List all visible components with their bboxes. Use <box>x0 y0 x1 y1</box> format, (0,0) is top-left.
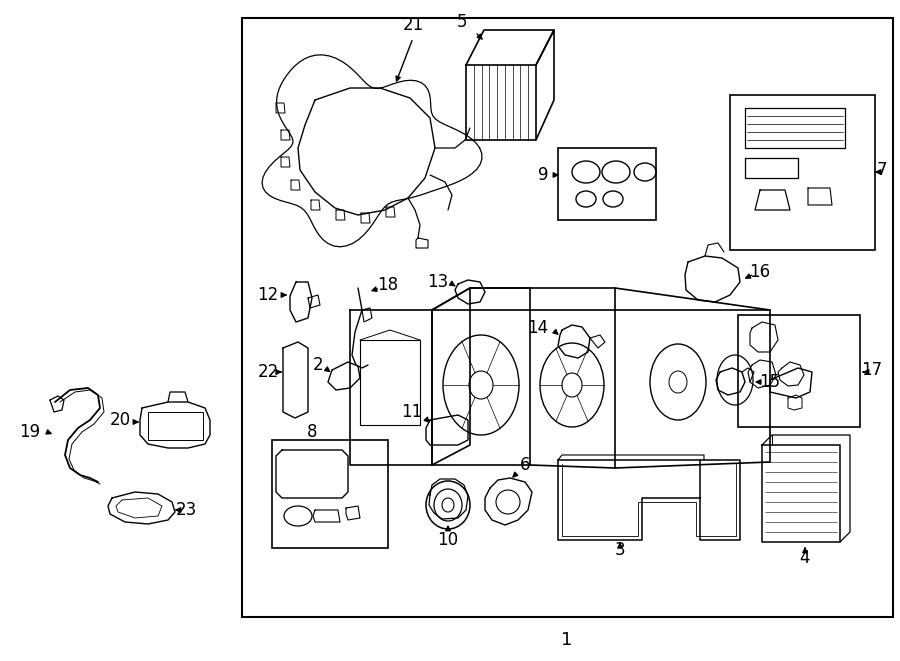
Text: 8: 8 <box>307 423 317 441</box>
Text: 11: 11 <box>401 403 423 421</box>
Text: 2: 2 <box>312 356 323 374</box>
Text: 22: 22 <box>257 363 279 381</box>
Text: 3: 3 <box>615 541 626 559</box>
Text: 21: 21 <box>402 16 424 34</box>
Text: 7: 7 <box>877 161 887 179</box>
Text: 18: 18 <box>377 276 399 294</box>
Text: 13: 13 <box>428 273 448 291</box>
Text: 4: 4 <box>800 549 810 567</box>
Text: 10: 10 <box>437 531 459 549</box>
Text: 17: 17 <box>861 361 883 379</box>
Text: 16: 16 <box>750 263 770 281</box>
Text: 20: 20 <box>110 411 130 429</box>
Bar <box>730 95 875 250</box>
Bar <box>148 412 203 440</box>
Bar <box>738 315 860 427</box>
Text: 1: 1 <box>562 631 572 649</box>
Text: 19: 19 <box>20 423 40 441</box>
Bar <box>272 440 388 548</box>
Text: 9: 9 <box>538 166 548 184</box>
Text: 5: 5 <box>456 13 467 31</box>
Bar <box>242 18 893 617</box>
Text: 6: 6 <box>520 456 530 474</box>
Text: 14: 14 <box>527 319 549 337</box>
Bar <box>558 148 656 220</box>
Text: 12: 12 <box>257 286 279 304</box>
Text: 15: 15 <box>760 373 780 391</box>
Text: 23: 23 <box>176 501 196 519</box>
